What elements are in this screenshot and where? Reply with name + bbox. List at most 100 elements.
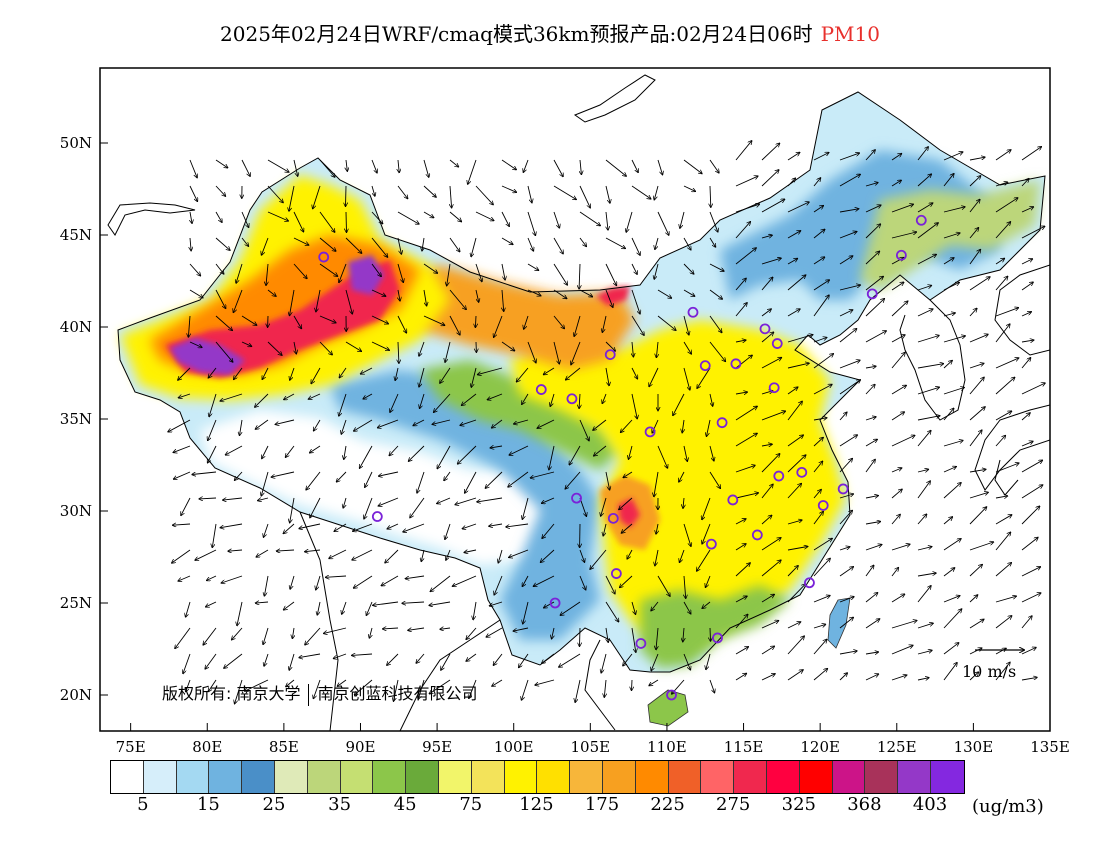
wind-arrow xyxy=(839,459,852,473)
wind-arrow xyxy=(839,256,853,265)
wind-arrow xyxy=(486,627,503,637)
wind-arrow xyxy=(306,471,321,490)
wind-arrow xyxy=(371,289,386,296)
colorbar-swatch xyxy=(668,761,702,793)
wind-arrow xyxy=(267,289,276,296)
wind-arrow xyxy=(761,560,781,577)
wind-arrow xyxy=(293,315,301,329)
wind-arrow xyxy=(891,385,906,395)
wind-arrow xyxy=(215,159,228,168)
wind-arrow xyxy=(631,627,636,652)
wind-arrow xyxy=(493,653,503,665)
wind-arrow xyxy=(305,627,321,645)
wind-arrow xyxy=(865,251,879,265)
wind-arrow xyxy=(995,358,1019,369)
wind-arrow xyxy=(735,544,746,551)
wind-arrow xyxy=(261,471,269,496)
lat-label: 20N xyxy=(60,686,92,704)
wind-arrow xyxy=(605,471,610,490)
wind-arrow xyxy=(917,309,933,317)
wind-arrow xyxy=(702,523,711,544)
wind-arrow xyxy=(394,679,399,701)
wind-arrow xyxy=(813,229,825,239)
wind-arrow xyxy=(509,445,529,455)
wind-arrow xyxy=(969,377,984,395)
title-main: 2025年02月24日WRF/cmaq模式36km预报产品:02月24日06时 xyxy=(220,22,813,46)
wind-arrow xyxy=(289,653,295,670)
wind-arrow xyxy=(709,211,718,232)
wind-arrow xyxy=(995,411,1012,421)
wind-arrow xyxy=(735,493,758,499)
colorbar-tick-label: 25 xyxy=(262,794,286,815)
wind-arrow xyxy=(501,237,513,244)
wind-arrow xyxy=(683,367,690,390)
colorbar-swatch xyxy=(537,761,571,793)
wind-arrow xyxy=(310,497,321,518)
wind-arrow xyxy=(865,385,875,395)
copyright-note: 版权所有: 南京大学 南京创蓝科技有限公司 xyxy=(162,680,478,706)
station-marker xyxy=(771,338,783,349)
wind-arrow xyxy=(631,185,651,199)
wind-arrow xyxy=(813,438,823,447)
wind-arrow xyxy=(537,419,555,428)
wind-arrow xyxy=(189,185,197,201)
wind-arrow xyxy=(787,435,803,447)
map-axes: 50N 45N 40N 35N 30N 25N 20N 75E 80E 85E 90E 95E 100E… xyxy=(60,134,1070,756)
wind-arrow xyxy=(492,679,503,686)
wind-arrow xyxy=(574,315,581,336)
wind-arrow xyxy=(271,471,295,477)
wind-arrow xyxy=(787,178,795,187)
wind-arrow xyxy=(839,617,853,629)
wind-arrow xyxy=(447,263,451,286)
station-marker xyxy=(759,323,771,335)
wind-arrow xyxy=(683,263,694,274)
wind-arrow xyxy=(813,354,833,369)
wind-arrow xyxy=(839,153,859,161)
wind-arrow xyxy=(1021,413,1030,421)
wind-arrow xyxy=(656,627,658,650)
purple-tarim-west xyxy=(170,338,245,375)
wind-arrow xyxy=(943,539,961,551)
wind-arrow xyxy=(522,497,529,519)
wind-arrow xyxy=(346,159,347,171)
wind-arrow xyxy=(485,471,503,488)
wind-arrow xyxy=(1021,593,1041,603)
lon-label: 95E xyxy=(422,738,452,756)
colorbar-swatch xyxy=(570,761,603,793)
wind-arrow xyxy=(735,433,757,447)
wind-arrow xyxy=(735,615,748,629)
colorbar-swatch xyxy=(438,761,472,793)
wind-arrow xyxy=(943,283,959,291)
station-marker xyxy=(837,483,849,495)
wind-arrow xyxy=(354,575,373,588)
wind-arrow xyxy=(761,674,775,681)
wind-arrow xyxy=(181,497,191,515)
wind-arrow xyxy=(943,441,963,447)
wind-arrow xyxy=(440,628,451,629)
colorbar-swatch xyxy=(373,761,407,793)
wind-arrow xyxy=(865,439,877,447)
wind-arrow xyxy=(381,575,399,586)
wind-arrow xyxy=(501,211,509,226)
wind-arrow xyxy=(813,338,827,343)
wind-arrow xyxy=(366,601,373,615)
wind-arrow xyxy=(761,411,785,421)
wind-arrow xyxy=(917,678,929,680)
colorbar-swatch xyxy=(176,761,210,793)
wind-arrow xyxy=(290,497,295,523)
wind-arrow xyxy=(379,471,399,476)
wind-arrow xyxy=(657,575,670,596)
wind-arrow xyxy=(174,471,191,479)
wind-arrow xyxy=(787,636,804,655)
wind-arrow xyxy=(1021,226,1045,239)
wind-arrow xyxy=(580,627,581,646)
wind-arrow xyxy=(175,627,191,648)
wind-arrow xyxy=(262,445,269,459)
wind-arrow xyxy=(917,336,939,343)
wind-arrow xyxy=(969,469,986,473)
wind-arrow xyxy=(1021,312,1031,317)
wind-arrow xyxy=(235,679,243,704)
wind-arrow xyxy=(917,174,931,187)
wind-arrow xyxy=(813,461,823,473)
wind-arrow xyxy=(1021,616,1032,629)
